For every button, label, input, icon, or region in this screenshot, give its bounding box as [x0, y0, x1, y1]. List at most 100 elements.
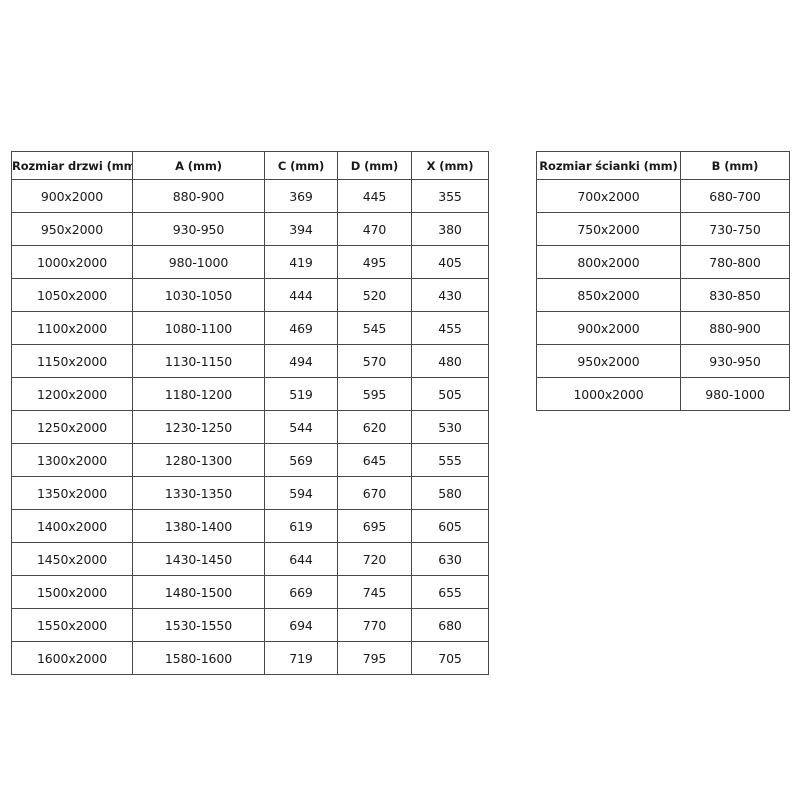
cell-c: 669	[264, 575, 338, 609]
table-row: 1050x2000 1030-1050 444 520 430	[11, 278, 489, 312]
cell-door-size: 1250x2000	[11, 410, 133, 444]
table-row: 950x2000 930-950	[536, 344, 790, 378]
cell-door-size: 900x2000	[11, 179, 133, 213]
table-row: 1450x2000 1430-1450 644 720 630	[11, 542, 489, 576]
cell-c: 419	[264, 245, 338, 279]
cell-x: 505	[411, 377, 489, 411]
cell-wall-size: 950x2000	[536, 344, 681, 378]
cell-d: 495	[337, 245, 412, 279]
cell-x: 455	[411, 311, 489, 345]
cell-c: 519	[264, 377, 338, 411]
column-header-door-size: Rozmiar drzwi (mm)	[11, 151, 133, 180]
cell-door-size: 1400x2000	[11, 509, 133, 543]
cell-x: 405	[411, 245, 489, 279]
table-row: 1500x2000 1480-1500 669 745 655	[11, 575, 489, 609]
cell-door-size: 1500x2000	[11, 575, 133, 609]
cell-b: 780-800	[680, 245, 790, 279]
table-row: 1400x2000 1380-1400 619 695 605	[11, 509, 489, 543]
cell-door-size: 1000x2000	[11, 245, 133, 279]
cell-a: 1030-1050	[132, 278, 265, 312]
table-row: 750x2000 730-750	[536, 212, 790, 246]
table-row: 700x2000 680-700	[536, 179, 790, 213]
cell-x: 630	[411, 542, 489, 576]
cell-d: 445	[337, 179, 412, 213]
cell-x: 480	[411, 344, 489, 378]
cell-door-size: 1350x2000	[11, 476, 133, 510]
cell-d: 545	[337, 311, 412, 345]
table-row: 1200x2000 1180-1200 519 595 505	[11, 377, 489, 411]
cell-c: 619	[264, 509, 338, 543]
table-row: 1250x2000 1230-1250 544 620 530	[11, 410, 489, 444]
cell-d: 795	[337, 641, 412, 675]
cell-c: 594	[264, 476, 338, 510]
door-size-table: Rozmiar drzwi (mm) A (mm) C (mm) D (mm) …	[11, 151, 489, 675]
cell-c: 569	[264, 443, 338, 477]
cell-x: 355	[411, 179, 489, 213]
cell-d: 670	[337, 476, 412, 510]
cell-wall-size: 700x2000	[536, 179, 681, 213]
cell-d: 595	[337, 377, 412, 411]
cell-b: 730-750	[680, 212, 790, 246]
cell-a: 1280-1300	[132, 443, 265, 477]
cell-a: 1380-1400	[132, 509, 265, 543]
cell-b: 830-850	[680, 278, 790, 312]
cell-d: 720	[337, 542, 412, 576]
table-row: 1150x2000 1130-1150 494 570 480	[11, 344, 489, 378]
table-header-row: Rozmiar drzwi (mm) A (mm) C (mm) D (mm) …	[11, 151, 489, 180]
cell-a: 1230-1250	[132, 410, 265, 444]
column-header-a: A (mm)	[132, 151, 265, 180]
table-row: 1600x2000 1580-1600 719 795 705	[11, 641, 489, 675]
cell-x: 580	[411, 476, 489, 510]
cell-a: 1580-1600	[132, 641, 265, 675]
table-row: 1300x2000 1280-1300 569 645 555	[11, 443, 489, 477]
cell-x: 605	[411, 509, 489, 543]
cell-wall-size: 850x2000	[536, 278, 681, 312]
cell-d: 745	[337, 575, 412, 609]
cell-door-size: 1550x2000	[11, 608, 133, 642]
cell-door-size: 1050x2000	[11, 278, 133, 312]
cell-a: 1530-1550	[132, 608, 265, 642]
cell-wall-size: 1000x2000	[536, 377, 681, 411]
table-row: 850x2000 830-850	[536, 278, 790, 312]
table-header-row: Rozmiar ścianki (mm) B (mm)	[536, 151, 790, 180]
table-row: 900x2000 880-900 369 445 355	[11, 179, 489, 213]
cell-b: 930-950	[680, 344, 790, 378]
column-header-b: B (mm)	[680, 151, 790, 180]
wall-panel-size-table-header: Rozmiar ścianki (mm) B (mm)	[536, 151, 790, 180]
cell-door-size: 1600x2000	[11, 641, 133, 675]
cell-door-size: 1300x2000	[11, 443, 133, 477]
cell-c: 444	[264, 278, 338, 312]
wall-panel-size-table-body: 700x2000 680-700 750x2000 730-750 800x20…	[536, 179, 790, 411]
cell-b: 880-900	[680, 311, 790, 345]
cell-door-size: 1100x2000	[11, 311, 133, 345]
table-row: 1000x2000 980-1000 419 495 405	[11, 245, 489, 279]
wall-panel-size-table: Rozmiar ścianki (mm) B (mm) 700x2000 680…	[536, 151, 790, 411]
cell-c: 469	[264, 311, 338, 345]
table-row: 1550x2000 1530-1550 694 770 680	[11, 608, 489, 642]
table-row: 800x2000 780-800	[536, 245, 790, 279]
cell-door-size: 1150x2000	[11, 344, 133, 378]
cell-a: 1480-1500	[132, 575, 265, 609]
cell-a: 980-1000	[132, 245, 265, 279]
cell-d: 520	[337, 278, 412, 312]
cell-c: 369	[264, 179, 338, 213]
cell-x: 705	[411, 641, 489, 675]
cell-c: 494	[264, 344, 338, 378]
cell-wall-size: 800x2000	[536, 245, 681, 279]
cell-x: 655	[411, 575, 489, 609]
cell-x: 555	[411, 443, 489, 477]
cell-door-size: 1450x2000	[11, 542, 133, 576]
door-size-table-header: Rozmiar drzwi (mm) A (mm) C (mm) D (mm) …	[11, 151, 489, 180]
cell-x: 530	[411, 410, 489, 444]
cell-c: 544	[264, 410, 338, 444]
column-header-x: X (mm)	[411, 151, 489, 180]
cell-d: 570	[337, 344, 412, 378]
table-row: 950x2000 930-950 394 470 380	[11, 212, 489, 246]
cell-a: 1430-1450	[132, 542, 265, 576]
column-header-d: D (mm)	[337, 151, 412, 180]
cell-c: 644	[264, 542, 338, 576]
table-row: 1000x2000 980-1000	[536, 377, 790, 411]
cell-x: 380	[411, 212, 489, 246]
table-row: 900x2000 880-900	[536, 311, 790, 345]
cell-wall-size: 750x2000	[536, 212, 681, 246]
